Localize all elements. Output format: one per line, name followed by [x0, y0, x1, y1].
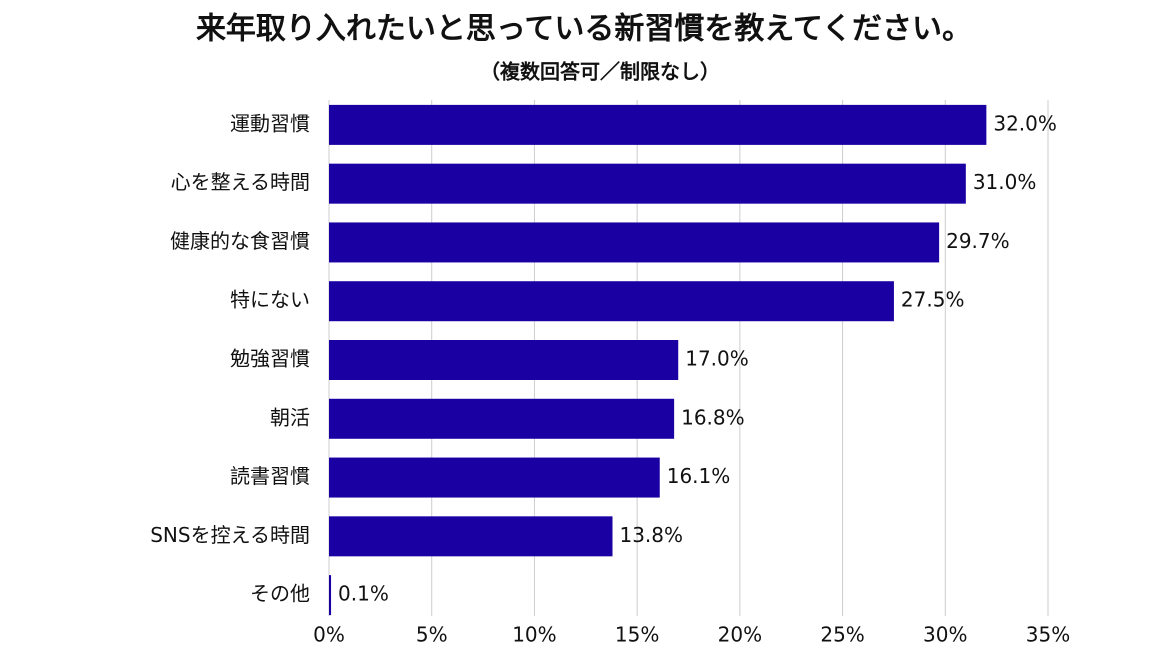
y-tick-label: 読書習慣 — [230, 464, 310, 488]
bar — [329, 163, 966, 204]
bar — [329, 104, 987, 145]
x-tick-label: 5% — [416, 623, 448, 647]
y-tick-label: SNSを控える時間 — [150, 523, 310, 547]
value-label: 16.1% — [667, 464, 731, 488]
x-tick-label: 25% — [820, 623, 864, 647]
bar — [329, 575, 332, 616]
y-tick-label: 心を整える時間 — [171, 170, 310, 194]
x-tick-label: 20% — [718, 623, 762, 647]
bar — [329, 340, 679, 380]
bar — [329, 398, 675, 439]
bar — [329, 516, 613, 557]
value-label: 0.1% — [338, 582, 389, 606]
value-label: 29.7% — [946, 229, 1010, 253]
bar — [329, 222, 940, 263]
y-tick-label: 勉強習慣 — [230, 347, 310, 371]
y-tick-label: 運動習慣 — [230, 111, 310, 135]
x-tick-label: 15% — [615, 623, 659, 647]
value-label: 16.8% — [681, 405, 745, 429]
chart-subtitle: （複数回答可／制限なし） — [480, 60, 720, 84]
value-label: 27.5% — [901, 288, 965, 312]
value-label: 13.8% — [619, 523, 683, 547]
y-tick-label: その他 — [250, 582, 310, 606]
x-tick-label: 10% — [512, 623, 556, 647]
x-tick-label: 30% — [923, 623, 967, 647]
value-label: 32.0% — [993, 111, 1057, 135]
value-label: 17.0% — [685, 347, 749, 371]
bar — [329, 281, 894, 322]
y-tick-label: 朝活 — [270, 405, 310, 429]
y-tick-label: 特にない — [230, 288, 310, 312]
x-tick-label: 35% — [1026, 623, 1070, 647]
chart-title: 来年取り入れたいと思っている新習慣を教えてください。 — [196, 12, 972, 47]
value-label: 31.0% — [973, 170, 1037, 194]
y-tick-label: 健康的な食習慣 — [170, 229, 310, 253]
bar — [329, 457, 660, 498]
x-tick-label: 0% — [313, 623, 345, 647]
